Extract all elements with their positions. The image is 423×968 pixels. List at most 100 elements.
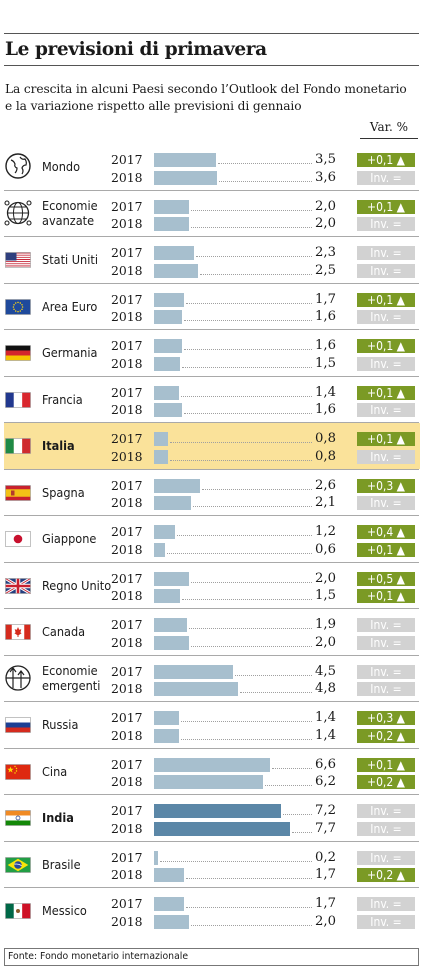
row-separator bbox=[4, 189, 419, 191]
row-separator bbox=[4, 654, 419, 656]
year-label: 2017 bbox=[111, 896, 143, 911]
growth-bar bbox=[154, 804, 281, 818]
country-name: Messico bbox=[42, 903, 87, 918]
growth-value: 1,5 bbox=[315, 588, 336, 603]
country-name-line: Russia bbox=[42, 717, 79, 732]
country-name: Brasile bbox=[42, 857, 81, 872]
growth-value: 4,5 bbox=[315, 663, 336, 679]
flag-brazil-icon bbox=[4, 850, 32, 878]
flag-spain-icon bbox=[4, 478, 32, 506]
row-separator bbox=[4, 329, 419, 330]
highlight-row-flag-italy bbox=[4, 423, 420, 469]
variation-badge-increase: +0,1 ▲ bbox=[357, 432, 415, 446]
leader-dots bbox=[184, 349, 312, 350]
year-label: 2017 bbox=[111, 849, 143, 865]
variation-badge-increase: +0,1 ▲ bbox=[357, 757, 415, 772]
year-label: 2018 bbox=[111, 262, 143, 278]
country-name-line: Giappone bbox=[42, 531, 97, 546]
flag-uk-icon bbox=[4, 571, 32, 599]
country-name-line: Stati Uniti bbox=[42, 252, 98, 267]
variation-badge-increase: +0,1 ▲ bbox=[357, 542, 415, 557]
country-name-line: Mondo bbox=[42, 159, 81, 174]
leader-dots bbox=[217, 163, 312, 164]
leader-dots bbox=[185, 302, 312, 304]
variation-badge-unchanged: Inv. = bbox=[357, 850, 415, 865]
growth-value: 2,1 bbox=[315, 495, 336, 510]
year-label: 2017 bbox=[111, 756, 143, 772]
variation-badge-increase: +0,3 ▲ bbox=[357, 711, 415, 725]
growth-value: 2,0 bbox=[315, 913, 336, 929]
leader-dots bbox=[184, 413, 312, 414]
year-label: 2018 bbox=[111, 402, 143, 417]
leader-dots bbox=[180, 721, 312, 722]
year-label: 2017 bbox=[111, 477, 143, 493]
growth-value: 1,6 bbox=[315, 338, 336, 353]
variation-badge-unchanged: Inv. = bbox=[357, 496, 415, 510]
growth-bar bbox=[154, 728, 179, 743]
country-name: Regno Unito bbox=[42, 578, 111, 593]
leader-dots bbox=[200, 273, 312, 275]
country-name-line: Brasile bbox=[42, 856, 81, 872]
growth-value: 2,0 bbox=[315, 198, 336, 214]
variation-badge-unchanged: Inv. = bbox=[357, 403, 415, 417]
country-name-line: emergenti bbox=[42, 677, 101, 693]
country-name-line: India bbox=[42, 810, 74, 825]
leader-dots bbox=[191, 645, 312, 647]
growth-bar bbox=[154, 310, 183, 324]
country-name: Mondo bbox=[42, 159, 80, 174]
leader-dots bbox=[192, 506, 312, 507]
growth-bar bbox=[154, 542, 165, 557]
leader-dots bbox=[291, 831, 312, 833]
source-note: Fonte: Fondo monetario internazionale bbox=[4, 948, 419, 966]
variation-header-rule bbox=[360, 138, 418, 139]
year-label: 2018 bbox=[111, 867, 143, 882]
country-name: Russia bbox=[42, 717, 78, 732]
growth-bar bbox=[154, 153, 216, 167]
growth-bar bbox=[154, 432, 169, 446]
year-label: 2018 bbox=[111, 355, 143, 371]
variation-badge-increase: +0,1 ▲ bbox=[357, 153, 415, 167]
flag-mexico-icon bbox=[4, 896, 32, 924]
variation-badge-increase: +0,2 ▲ bbox=[357, 868, 415, 882]
growth-bar bbox=[154, 775, 264, 789]
leader-dots bbox=[170, 442, 312, 443]
country-name-line: Cina bbox=[42, 763, 68, 779]
growth-bar bbox=[154, 217, 190, 231]
globe-network-icon bbox=[4, 199, 32, 227]
leader-dots bbox=[191, 209, 312, 211]
growth-value: 6,2 bbox=[315, 774, 336, 789]
year-label: 2018 bbox=[111, 820, 143, 836]
country-name: Giappone bbox=[42, 531, 96, 546]
growth-bar bbox=[154, 914, 190, 929]
variation-header: Var. % bbox=[369, 120, 409, 134]
growth-bar bbox=[154, 449, 169, 464]
variation-badge-unchanged: Inv. = bbox=[357, 635, 415, 650]
growth-bar bbox=[154, 868, 184, 882]
row-separator bbox=[4, 840, 419, 842]
growth-bar bbox=[154, 525, 176, 539]
row-separator bbox=[4, 282, 419, 284]
row-separator bbox=[4, 468, 419, 470]
leader-dots bbox=[184, 320, 312, 321]
flag-canada-icon bbox=[4, 617, 32, 645]
leader-dots bbox=[191, 227, 312, 228]
growth-bar bbox=[154, 589, 181, 603]
leader-dots bbox=[235, 674, 312, 676]
growth-bar bbox=[154, 496, 191, 510]
growth-value: 2,3 bbox=[315, 245, 336, 260]
growth-bar bbox=[154, 664, 234, 679]
growth-value: 3,5 bbox=[315, 152, 336, 167]
leader-dots bbox=[166, 552, 312, 554]
year-label: 2018 bbox=[111, 727, 143, 743]
leader-dots bbox=[219, 180, 312, 182]
growth-value: 1,7 bbox=[315, 896, 336, 911]
leader-dots bbox=[196, 256, 312, 257]
row-separator bbox=[4, 701, 419, 702]
growth-value: 1,2 bbox=[315, 524, 336, 539]
growth-value: 2,0 bbox=[315, 216, 336, 231]
country-name: Canada bbox=[42, 624, 85, 639]
variation-badge-unchanged: Inv. = bbox=[357, 897, 415, 911]
growth-value: 1,4 bbox=[315, 710, 336, 725]
growth-value: 7,2 bbox=[315, 803, 336, 818]
growth-value: 4,8 bbox=[315, 681, 336, 696]
